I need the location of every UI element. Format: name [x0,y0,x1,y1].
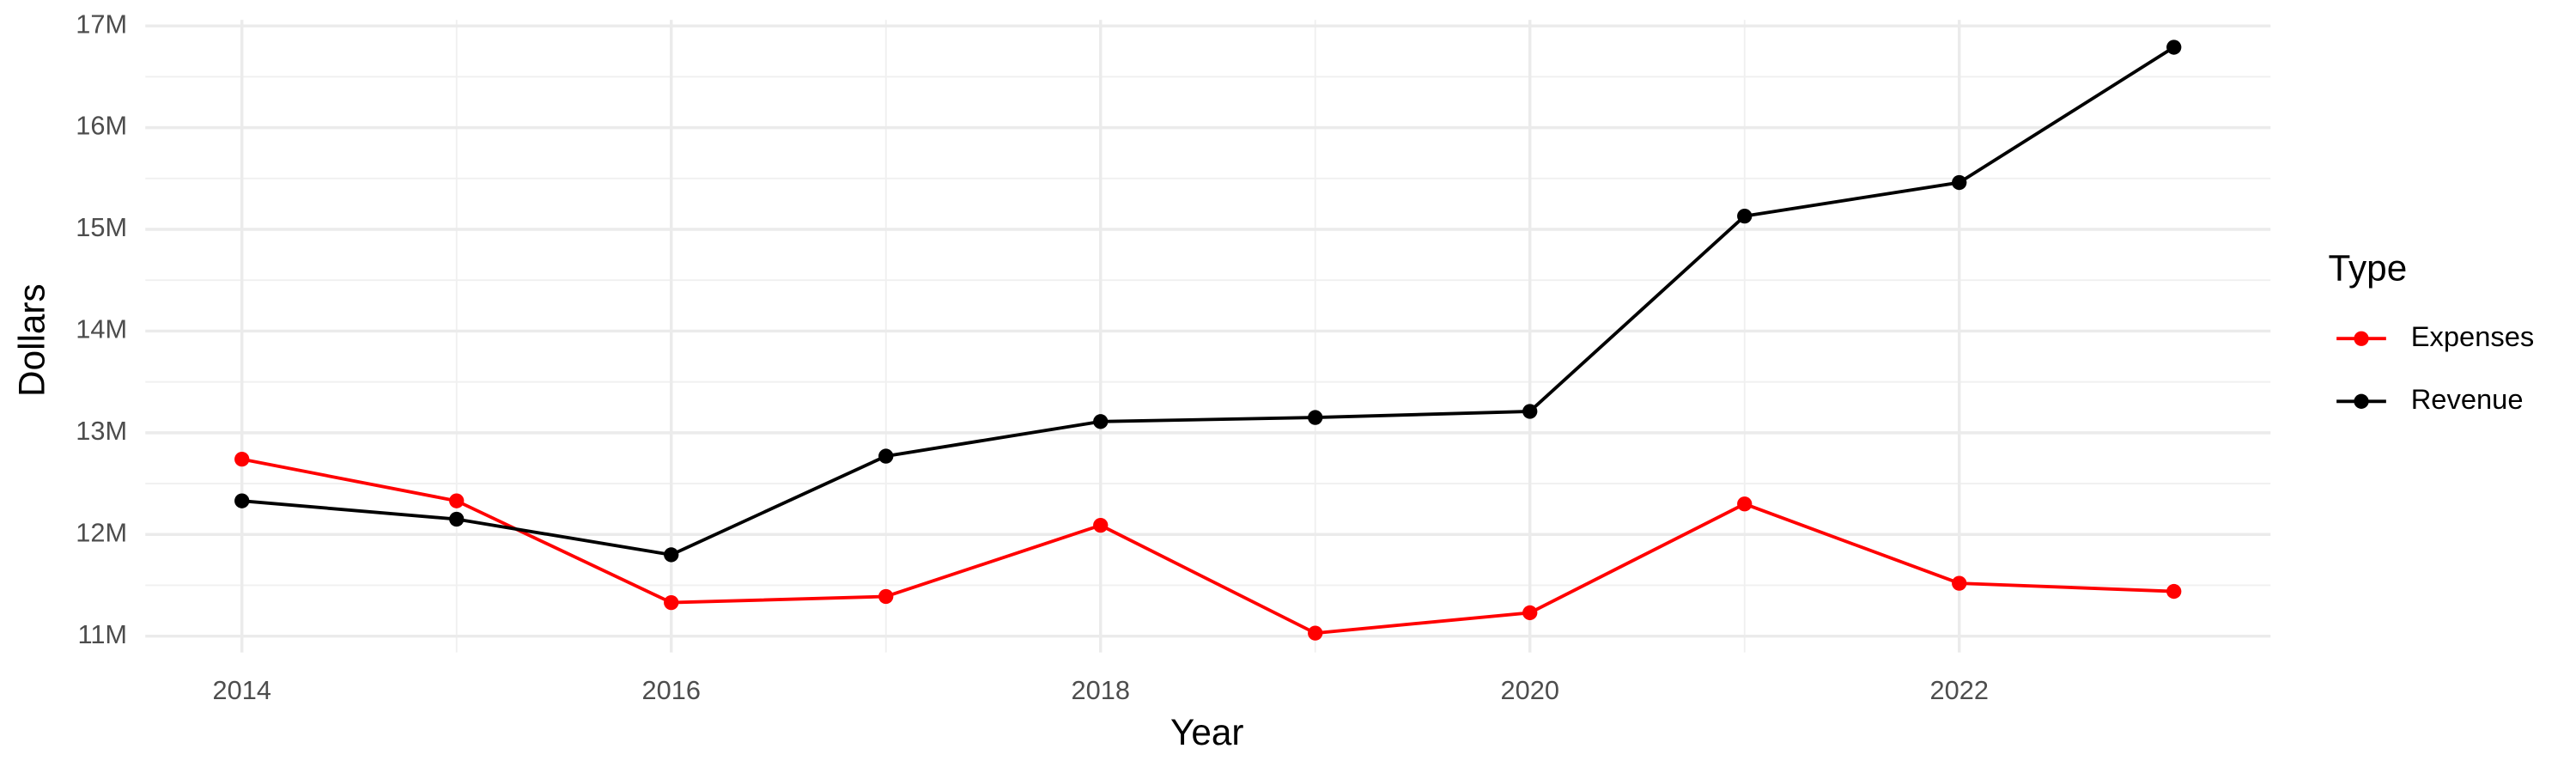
data-point [1308,410,1323,425]
data-point [1093,414,1109,429]
data-point [234,451,250,467]
y-tick-label: 11M [78,619,128,649]
x-tick-label: 2016 [642,675,701,705]
y-tick-label: 16M [76,111,127,141]
marks [234,40,2182,641]
legend-marker [2354,331,2369,346]
data-point [1522,605,1538,621]
x-tick-label: 2014 [213,675,271,705]
y-tick-label: 17M [76,9,127,39]
data-point [1522,404,1538,419]
data-point [1093,517,1109,533]
series-line [241,46,2175,557]
data-point [878,588,894,605]
y-tick-label: 13M [76,416,127,446]
data-point [1952,575,1967,591]
legend-label: Revenue [2411,383,2524,415]
x-tick-label: 2018 [1072,675,1130,705]
y-tick-label: 15M [76,212,127,242]
x-tick-label: 2022 [1930,675,1989,705]
legend-title: Type [2329,248,2408,289]
data-point [1737,208,1753,224]
data-point [1952,174,1967,191]
y-axis-title: Dollars [12,283,52,397]
data-point [234,493,250,508]
data-point [2166,583,2182,600]
data-point [449,511,465,527]
x-tick-label: 2020 [1501,675,1559,705]
data-point [1308,625,1323,641]
data-point [878,448,894,464]
x-axis-title: Year [1170,712,1243,752]
data-point [664,547,679,563]
legend-marker [2354,393,2369,409]
y-tick-label: 12M [76,517,127,547]
data-point [664,594,679,611]
y-tick-label: 14M [76,314,127,344]
legend-label: Expenses [2411,320,2535,352]
data-point [449,493,465,508]
data-point [2166,40,2182,55]
data-point [1737,496,1753,512]
series-line [241,457,2174,636]
grid [145,20,2271,653]
legend: Expenses Revenue [2336,320,2534,415]
